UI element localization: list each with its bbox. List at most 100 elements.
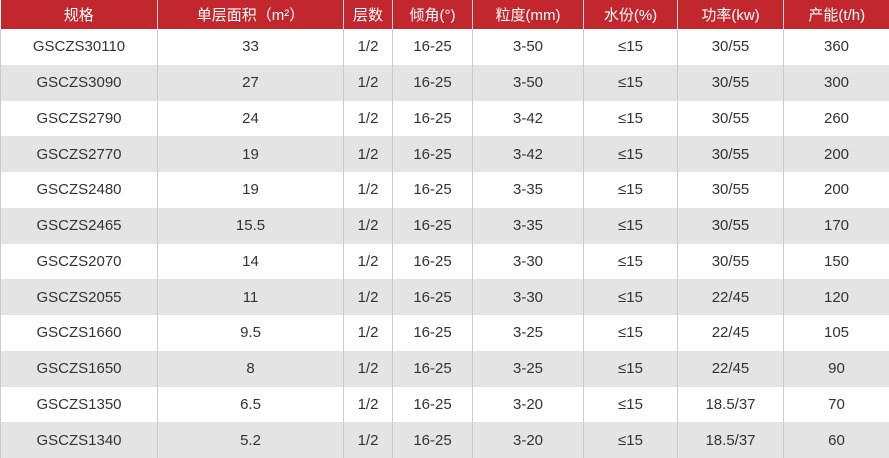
table-cell: 16-25 <box>392 172 473 208</box>
table-cell: 27 <box>157 64 344 101</box>
table-cell: 16-25 <box>392 422 473 458</box>
table-cell: 16-25 <box>392 29 473 65</box>
table-cell: 19 <box>157 136 344 172</box>
table-cell: 1/2 <box>343 422 393 458</box>
table-cell: 16-25 <box>392 386 473 423</box>
table-cell: 16-25 <box>392 350 473 387</box>
table-cell: 1/2 <box>343 172 393 208</box>
table-cell: 1/2 <box>343 243 393 280</box>
table-cell: GSCZS30110 <box>0 29 158 65</box>
table-cell: 30/55 <box>677 243 784 280</box>
table-cell: 3-25 <box>472 315 584 351</box>
table-cell: GSCZS2480 <box>0 172 158 208</box>
table-cell: GSCZS2070 <box>0 243 158 280</box>
table-cell: ≤15 <box>583 29 678 65</box>
table-row: GSCZS2770 19 1/2 16-25 3-42 ≤15 30/55 200 <box>0 136 889 172</box>
table-row: GSCZS1340 5.2 1/2 16-25 3-20 ≤15 18.5/37 60 <box>0 422 889 458</box>
table-cell: GSCZS1340 <box>0 422 158 458</box>
table-cell: 1/2 <box>343 207 393 244</box>
table-cell: 18.5/37 <box>677 386 784 423</box>
table-cell: 300 <box>783 64 889 101</box>
table-cell: ≤15 <box>583 207 678 244</box>
table-cell: GSCZS1660 <box>0 315 158 351</box>
table-cell: 105 <box>783 315 889 351</box>
table-cell: 170 <box>783 207 889 244</box>
table-cell: 3-42 <box>472 136 584 172</box>
table-cell: 360 <box>783 29 889 65</box>
table-row: GSCZS1660 9.5 1/2 16-25 3-25 ≤15 22/45 105 <box>0 315 889 351</box>
table-cell: 11 <box>157 279 344 315</box>
table-cell: 22/45 <box>677 315 784 351</box>
table-cell: ≤15 <box>583 172 678 208</box>
table-cell: 18.5/37 <box>677 422 784 458</box>
table-cell: 30/55 <box>677 100 784 137</box>
table-row: GSCZS2480 19 1/2 16-25 3-35 ≤15 30/55 200 <box>0 172 889 208</box>
table-cell: 24 <box>157 100 344 137</box>
table-cell: 30/55 <box>677 64 784 101</box>
table-cell: GSCZS1350 <box>0 386 158 423</box>
table-cell: GSCZS2770 <box>0 136 158 172</box>
table-row: GSCZS2070 14 1/2 16-25 3-30 ≤15 30/55 150 <box>0 243 889 280</box>
table-cell: 60 <box>783 422 889 458</box>
table-row: GSCZS3090 27 1/2 16-25 3-50 ≤15 30/55 300 <box>0 64 889 101</box>
table-cell: 16-25 <box>392 64 473 101</box>
table-cell: 3-20 <box>472 386 584 423</box>
table-cell: 3-20 <box>472 422 584 458</box>
table-cell: ≤15 <box>583 315 678 351</box>
table-cell: 16-25 <box>392 279 473 315</box>
table-cell: 1/2 <box>343 386 393 423</box>
table-cell: GSCZS2465 <box>0 207 158 244</box>
table-cell: 22/45 <box>677 279 784 315</box>
table-cell: 16-25 <box>392 243 473 280</box>
table-cell: 3-25 <box>472 350 584 387</box>
table-cell: 120 <box>783 279 889 315</box>
table-cell: 30/55 <box>677 207 784 244</box>
table-cell: ≤15 <box>583 350 678 387</box>
table-cell: 3-30 <box>472 243 584 280</box>
spec-table-body: GSCZS30110 33 1/2 16-25 3-50 ≤15 30/55 360 GSCZS… <box>0 29 889 458</box>
table-cell: ≤15 <box>583 64 678 101</box>
column-header: 功率(kw) <box>677 0 784 29</box>
column-header: 层数 <box>343 0 393 29</box>
column-header: 水份(%) <box>583 0 678 29</box>
table-cell: 16-25 <box>392 100 473 137</box>
table-cell: 3-35 <box>472 207 584 244</box>
table-cell: 8 <box>157 350 344 387</box>
spec-table-header: 规格 单层面积（m²） 层数 倾角(°) 粒度(mm) 水份(%) 功率(kw) 产能(t/h… <box>0 0 889 29</box>
table-cell: 30/55 <box>677 136 784 172</box>
table-cell: 3-42 <box>472 100 584 137</box>
table-cell: ≤15 <box>583 386 678 423</box>
table-cell: ≤15 <box>583 279 678 315</box>
table-cell: 16-25 <box>392 315 473 351</box>
table-cell: ≤15 <box>583 100 678 137</box>
table-row: GSCZS2055 11 1/2 16-25 3-30 ≤15 22/45 120 <box>0 279 889 315</box>
table-cell: 1/2 <box>343 279 393 315</box>
table-cell: 14 <box>157 243 344 280</box>
table-cell: 5.2 <box>157 422 344 458</box>
table-cell: 200 <box>783 136 889 172</box>
table-cell: 22/45 <box>677 350 784 387</box>
table-cell: 1/2 <box>343 29 393 65</box>
table-cell: ≤15 <box>583 422 678 458</box>
table-cell: 6.5 <box>157 386 344 423</box>
table-cell: 1/2 <box>343 64 393 101</box>
table-cell: 19 <box>157 172 344 208</box>
table-cell: 30/55 <box>677 172 784 208</box>
table-cell: 9.5 <box>157 315 344 351</box>
table-cell: 16-25 <box>392 136 473 172</box>
table-cell: 260 <box>783 100 889 137</box>
table-cell: 90 <box>783 350 889 387</box>
table-cell: GSCZS3090 <box>0 64 158 101</box>
table-row: GSCZS2465 15.5 1/2 16-25 3-35 ≤15 30/55 170 <box>0 207 889 244</box>
header-row: 规格 单层面积（m²） 层数 倾角(°) 粒度(mm) 水份(%) 功率(kw) 产能(t/h… <box>0 0 889 29</box>
table-cell: 200 <box>783 172 889 208</box>
table-cell: 1/2 <box>343 136 393 172</box>
table-cell: 33 <box>157 29 344 65</box>
table-cell: 1/2 <box>343 350 393 387</box>
table-cell: 3-35 <box>472 172 584 208</box>
table-cell: 1/2 <box>343 315 393 351</box>
table-row: GSCZS2790 24 1/2 16-25 3-42 ≤15 30/55 260 <box>0 100 889 137</box>
column-header: 倾角(°) <box>392 0 473 29</box>
table-cell: ≤15 <box>583 136 678 172</box>
